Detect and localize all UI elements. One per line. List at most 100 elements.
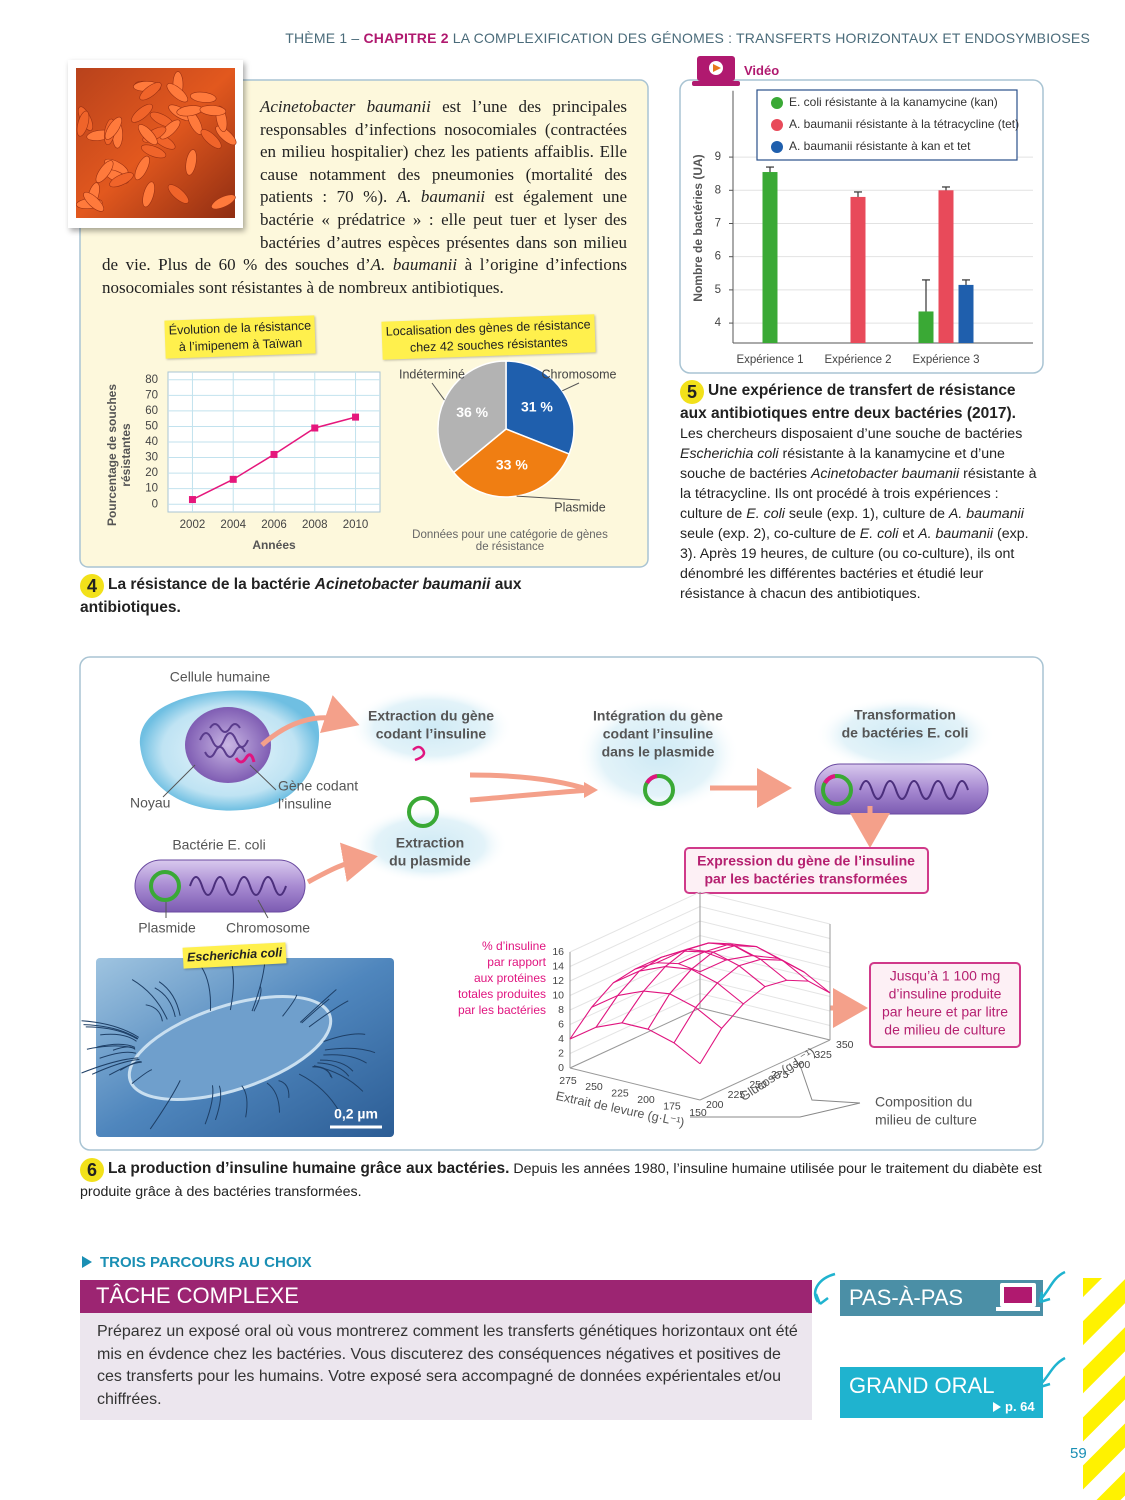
leader (516, 495, 581, 501)
stripes (1083, 1278, 1125, 1500)
y-tick-label: 10 (145, 483, 158, 495)
flagellum (158, 981, 181, 1016)
oral-page[interactable]: p. 64 (1005, 1399, 1035, 1414)
point (229, 475, 237, 483)
z-tick-label: 2 (558, 1047, 564, 1059)
leader (562, 382, 580, 392)
flagellum (301, 998, 330, 1024)
rod (109, 172, 134, 188)
y-tick-label: 20 (145, 467, 158, 479)
text-run: Acinetobacter baumanii (314, 576, 491, 593)
point (188, 496, 196, 504)
axis (699, 1007, 831, 1041)
y-tick-label: 40 (145, 436, 158, 448)
y-tick-label: 4 (715, 317, 722, 329)
glow (576, 697, 740, 813)
bullet (993, 1402, 1001, 1412)
oral-button (840, 1367, 1043, 1418)
y-tick-label: 300 (793, 1059, 811, 1071)
y-tick-label: 0 (152, 498, 158, 510)
y-tick-label: 5 (715, 284, 721, 296)
rod (211, 194, 236, 210)
video-icon-base (692, 81, 740, 86)
text-run: seule (exp. 1), culture de (784, 506, 949, 522)
rod (76, 110, 90, 137)
flagellum (298, 1073, 341, 1113)
bar (850, 196, 866, 343)
flagellum (119, 1061, 142, 1071)
gene (645, 774, 658, 785)
y-tick-label: 275 (771, 1069, 789, 1081)
x-tick-label: 150 (689, 1107, 707, 1119)
y-tick-label: 225 (728, 1089, 746, 1101)
rod (199, 105, 227, 116)
rod (139, 82, 162, 101)
text-run: est l’une des principales responsables d… (260, 97, 628, 207)
bacterium (814, 763, 989, 815)
flagellum (200, 965, 212, 1011)
glow-label: Extraction (396, 835, 464, 851)
task-body (80, 1313, 812, 1420)
glow-label: codant l’insuline (603, 726, 714, 742)
gene (823, 774, 836, 785)
pie-slice (452, 428, 571, 498)
flagellum (86, 1045, 136, 1050)
bacteria-rods (76, 71, 237, 212)
x-tick-label: 200 (637, 1094, 655, 1106)
float-space (102, 96, 260, 232)
flagellum (317, 1062, 350, 1077)
plasmid (643, 774, 675, 806)
legend-swatch (771, 119, 783, 131)
category-label: Indéterminé (399, 367, 465, 381)
mesh-line (591, 990, 723, 1029)
value-label: 36 % (456, 404, 488, 420)
label: milieu de culture (875, 1112, 977, 1128)
x-tick-label: Expérience 1 (736, 354, 803, 366)
text-run: à l’origine d’infections nosocomiales so… (102, 255, 628, 297)
scale-label: 0,2 µm (334, 1106, 378, 1122)
leader (249, 764, 277, 791)
video-icon-triangle (713, 64, 721, 72)
step-label[interactable]: PAS-À-PAS (849, 1285, 964, 1310)
chapter-title: LA COMPLEXIFICATION DES GÉNOMES : TRANSF… (448, 30, 1090, 46)
text-run: Escherichia coli (680, 446, 779, 462)
flagellum (323, 1054, 367, 1064)
chart-title-line: à l’imipenem à Taïwan (178, 335, 303, 355)
label: Plasmide (138, 920, 196, 936)
y-tick-label: 80 (145, 374, 158, 386)
x-tick-label: Expérience 2 (824, 354, 891, 366)
video-link[interactable]: Vidéo (744, 63, 780, 78)
y-tick-label: 200 (706, 1099, 724, 1111)
y-tick-label: 250 (749, 1079, 767, 1091)
rod (83, 191, 105, 212)
z-tick-label: 4 (558, 1033, 564, 1045)
axis (569, 1067, 701, 1101)
flagellum (145, 1004, 163, 1022)
y-tick-label: 8 (715, 184, 721, 196)
arrow (306, 842, 378, 885)
text-run: résistante à la tétracycline. Ils ont pr… (680, 466, 1037, 522)
text-run: est également une bactérie « prédatrice … (102, 187, 628, 275)
flagellum (323, 1033, 366, 1042)
x-tick-label: 175 (663, 1100, 681, 1112)
flagellum (204, 1085, 214, 1125)
glow-label: dans le plasmide (602, 744, 715, 760)
text-run: E. coli (746, 506, 785, 522)
label: Chromosome (226, 920, 310, 936)
flagellum (131, 1069, 153, 1084)
nucleus (185, 707, 271, 783)
flagellum (320, 1059, 354, 1072)
text-run: Les chercheurs disposaient d’une souche … (680, 426, 1023, 442)
curly-arrow (1038, 1270, 1066, 1304)
chart-title: Évolution de la résistance à l’imipenem à… (164, 315, 317, 359)
flagellum (299, 989, 337, 1023)
oral-label[interactable]: GRAND ORAL (849, 1373, 995, 1398)
legend-swatch (771, 141, 783, 153)
text-run: A. baumanii (948, 506, 1024, 522)
caption-title: Une expérience de transfert de résistanc… (680, 382, 1016, 422)
doc-number: 5 (680, 380, 704, 404)
glow-label: de bactéries E. coli (842, 725, 969, 741)
text-run: E. coli (859, 526, 899, 542)
legend-swatch (771, 97, 783, 109)
